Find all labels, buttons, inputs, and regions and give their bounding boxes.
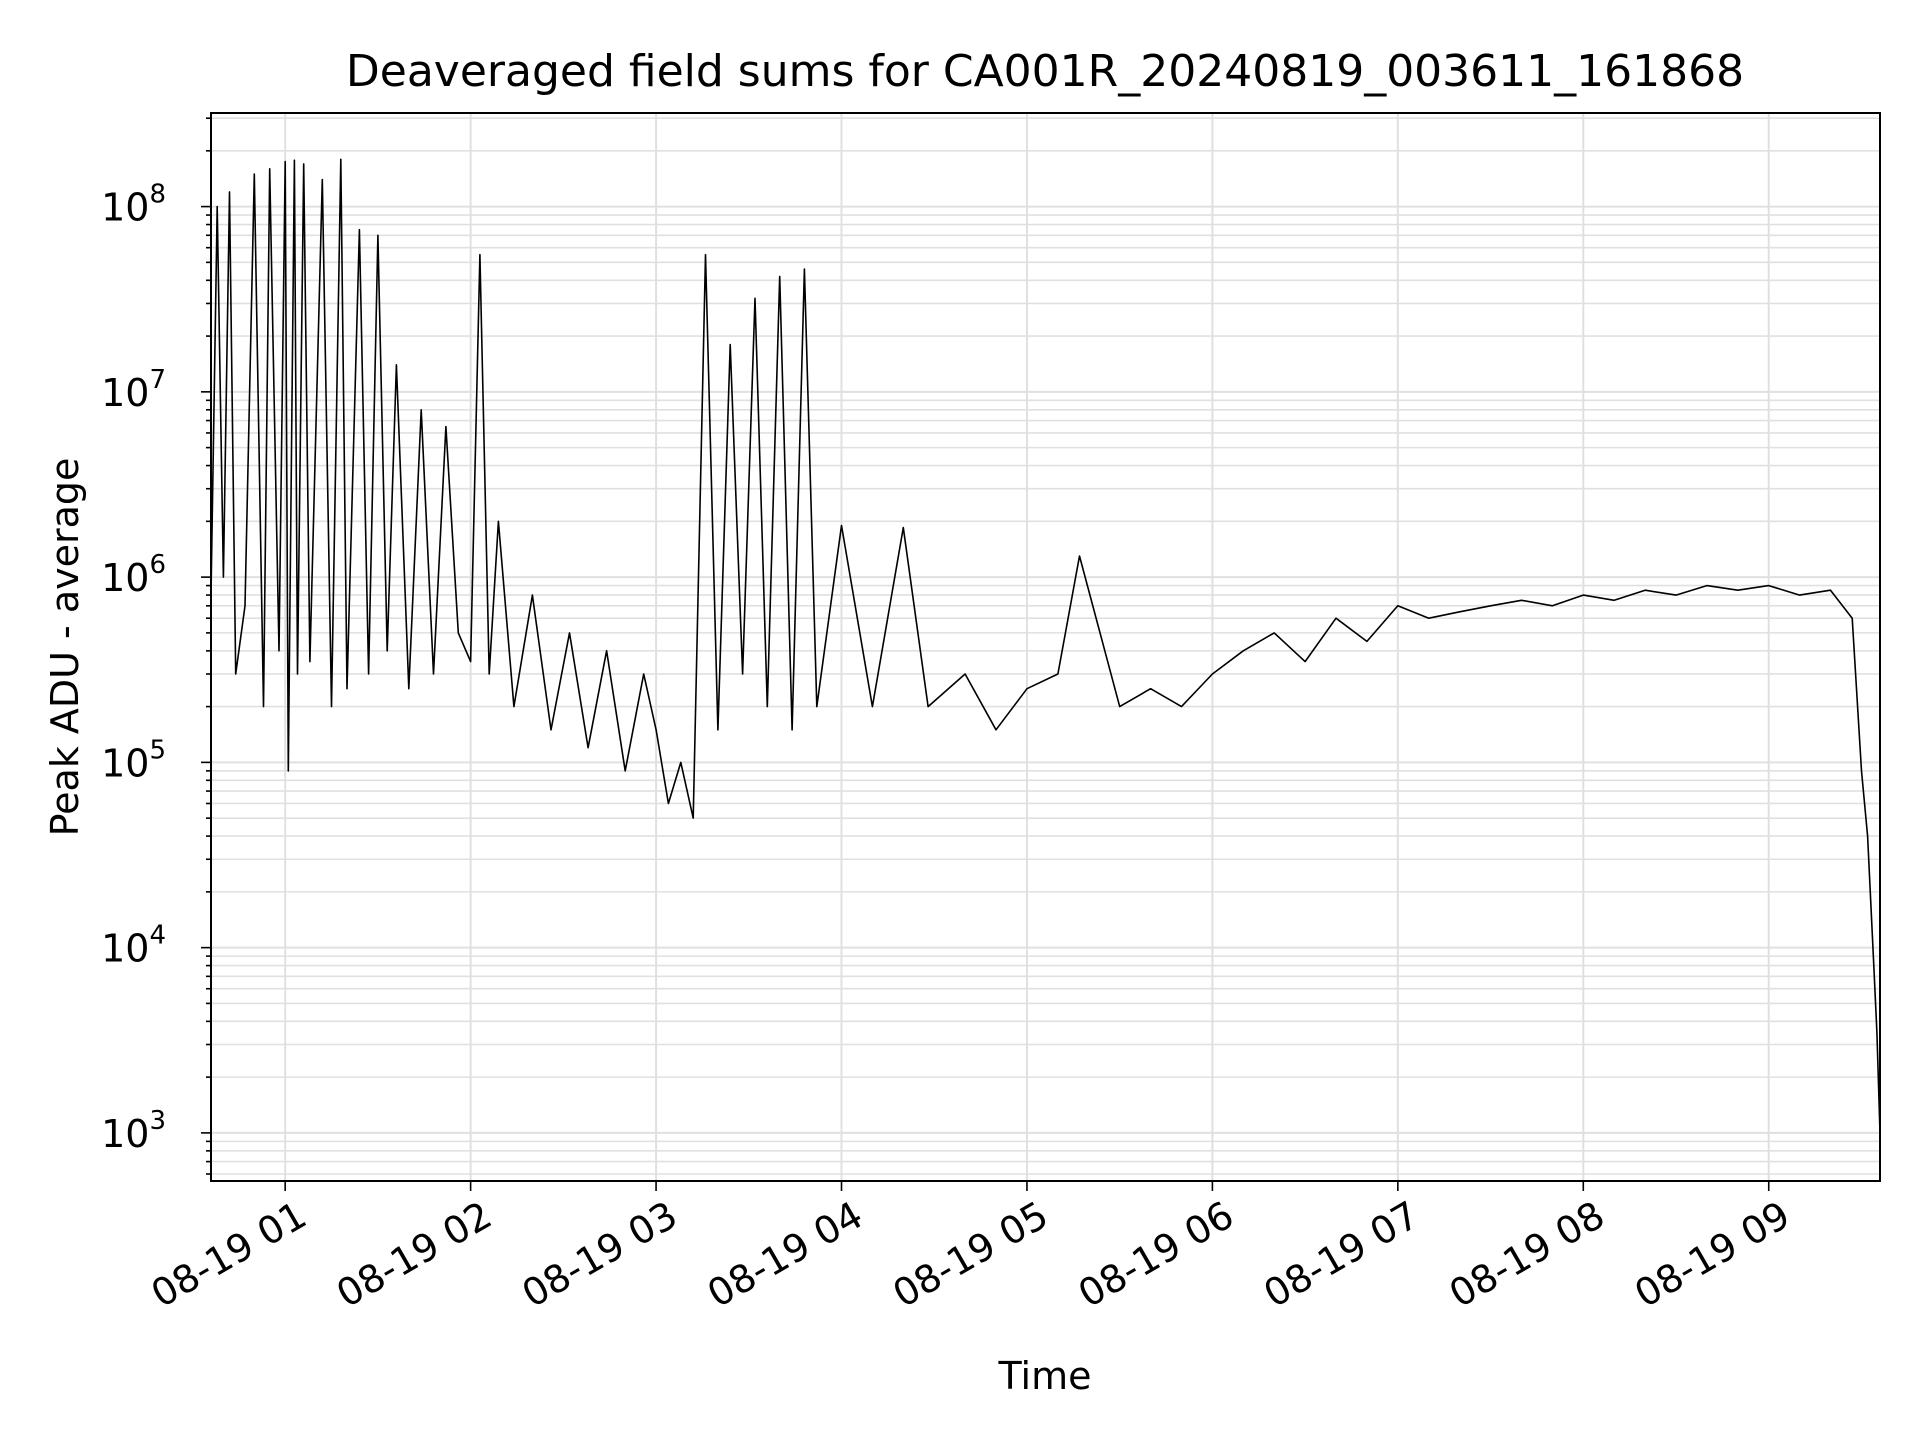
chart-title: Deaveraged field sums for CA001R_2024081… bbox=[346, 46, 1744, 97]
y-tick-label: 106 bbox=[101, 550, 166, 600]
line-layer bbox=[210, 158, 1881, 1133]
grid bbox=[211, 113, 1880, 1181]
x-axis-label: Time bbox=[998, 1354, 1092, 1398]
series-line bbox=[210, 158, 1881, 1133]
y-tick-label: 103 bbox=[101, 1106, 166, 1156]
y-axis-label: Peak ADU - average bbox=[43, 458, 87, 837]
y-tick-label: 107 bbox=[101, 365, 166, 415]
y-axis: 103 104 105 106 107 108 bbox=[101, 117, 211, 1175]
plot-frame bbox=[210, 112, 1881, 1182]
y-tick-label: 105 bbox=[101, 735, 166, 785]
y-tick-label: 104 bbox=[101, 921, 166, 971]
y-tick-label: 108 bbox=[101, 180, 166, 230]
